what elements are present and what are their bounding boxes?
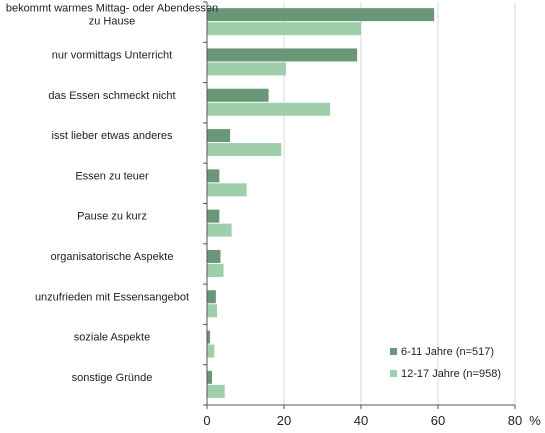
- x-tick-label: 40: [354, 413, 368, 428]
- bar-series1: [207, 330, 211, 344]
- legend-label: 6-11 Jahre (n=517): [401, 346, 494, 358]
- category-label: Essen zu teuer: [75, 170, 149, 182]
- x-tick-label: 80: [508, 413, 522, 428]
- bar-series1: [207, 48, 358, 62]
- category-label: Pause zu kurz: [77, 211, 147, 223]
- bar-series2: [207, 384, 225, 398]
- category-label: soziale Aspekte: [74, 332, 150, 344]
- bar-series1: [207, 370, 213, 384]
- bar-series2: [207, 344, 215, 358]
- category-label: nur vormittags Unterricht: [52, 49, 172, 61]
- category-label: unzufrieden mit Essensangebot: [35, 291, 189, 303]
- bar-series2: [207, 223, 232, 237]
- bar-series2: [207, 22, 361, 36]
- bar-series1: [207, 290, 216, 304]
- bar-series1: [207, 8, 435, 22]
- category-label: bekommt warmes Mittag- oder Abendessen: [6, 3, 218, 15]
- category-label: isst lieber etwas anderes: [51, 130, 173, 142]
- bar-series2: [207, 304, 218, 318]
- bar-series1: [207, 249, 221, 263]
- bar-series2: [207, 183, 247, 197]
- bar-series2: [207, 263, 224, 277]
- legend-swatch: [390, 348, 397, 355]
- x-tick-label: 20: [277, 413, 291, 428]
- category-label: zu Hause: [89, 16, 135, 28]
- x-tick-label: 0: [203, 413, 210, 428]
- legend-swatch: [390, 370, 397, 377]
- bar-series1: [207, 129, 231, 143]
- bar-series2: [207, 102, 331, 116]
- bar-series1: [207, 88, 269, 102]
- category-label: das Essen schmeckt nicht: [48, 90, 175, 102]
- bar-series2: [207, 143, 282, 157]
- bar-series1: [207, 169, 220, 183]
- category-label: organisatorische Aspekte: [51, 251, 174, 263]
- category-label: sonstige Gründe: [72, 372, 153, 384]
- bar-series1: [207, 209, 220, 223]
- x-unit-label: %: [529, 413, 541, 428]
- x-tick-label: 60: [431, 413, 445, 428]
- bar-series2: [207, 62, 286, 76]
- legend-label: 12-17 Jahre (n=958): [401, 368, 501, 380]
